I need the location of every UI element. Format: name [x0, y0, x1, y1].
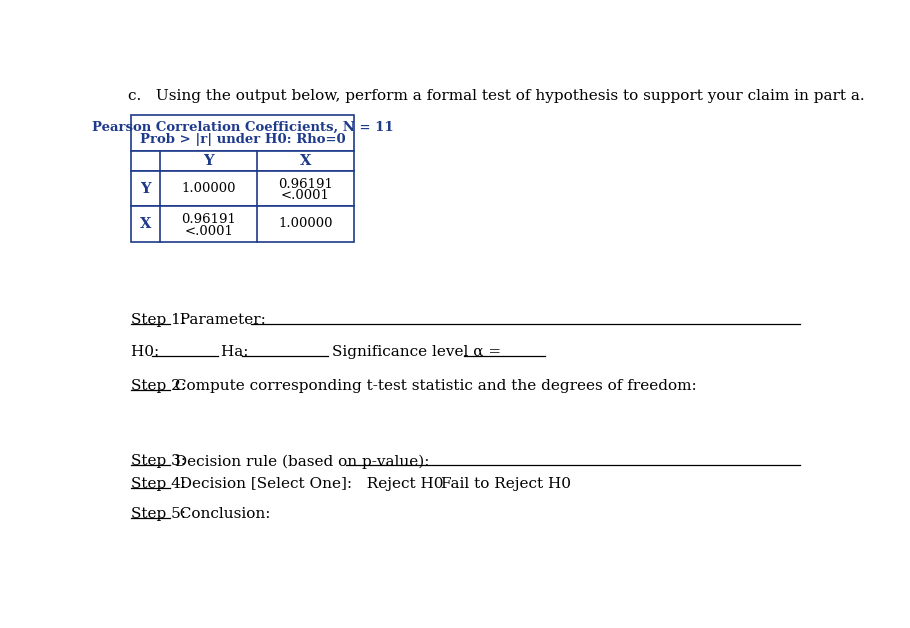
Text: Conclusion:: Conclusion:: [169, 507, 270, 521]
Text: Pearson Correlation Coefficients, N = 11: Pearson Correlation Coefficients, N = 11: [92, 121, 393, 134]
Text: 1.00000: 1.00000: [181, 182, 236, 195]
Text: Decision [Select One]:   Reject H0: Decision [Select One]: Reject H0: [169, 477, 443, 491]
Bar: [131, 116, 354, 151]
Text: Y: Y: [204, 154, 214, 168]
Text: H0:: H0:: [131, 345, 164, 359]
Text: Ha:: Ha:: [221, 345, 254, 359]
Text: c.   Using the output below, perform a formal test of hypothesis to support your: c. Using the output below, perform a for…: [127, 89, 864, 103]
Text: 1.00000: 1.00000: [278, 217, 333, 230]
Text: Prob > |r| under H0: Rho=0: Prob > |r| under H0: Rho=0: [139, 133, 345, 146]
Text: Step 4:: Step 4:: [131, 477, 186, 491]
Bar: [131, 171, 354, 206]
Text: Decision rule (based on p-value):: Decision rule (based on p-value):: [169, 454, 434, 468]
Text: Step 2:: Step 2:: [131, 379, 186, 392]
Text: Step 1:: Step 1:: [131, 313, 186, 327]
Text: <.0001: <.0001: [184, 225, 233, 238]
Bar: [131, 206, 354, 242]
Text: Compute corresponding t-test statistic and the degrees of freedom:: Compute corresponding t-test statistic a…: [169, 379, 696, 392]
Bar: [131, 151, 354, 171]
Text: Significance level α =: Significance level α =: [332, 345, 501, 359]
Text: X: X: [300, 154, 311, 168]
Text: Step 3:: Step 3:: [131, 454, 186, 468]
Text: Fail to Reject H0: Fail to Reject H0: [402, 477, 571, 491]
Text: Step 5:: Step 5:: [131, 507, 186, 521]
Text: Y: Y: [140, 181, 151, 195]
Text: X: X: [140, 217, 151, 231]
Text: 0.96191: 0.96191: [181, 213, 236, 226]
Text: <.0001: <.0001: [281, 189, 330, 202]
Text: 0.96191: 0.96191: [278, 178, 333, 191]
Text: Parameter:: Parameter:: [169, 313, 270, 327]
